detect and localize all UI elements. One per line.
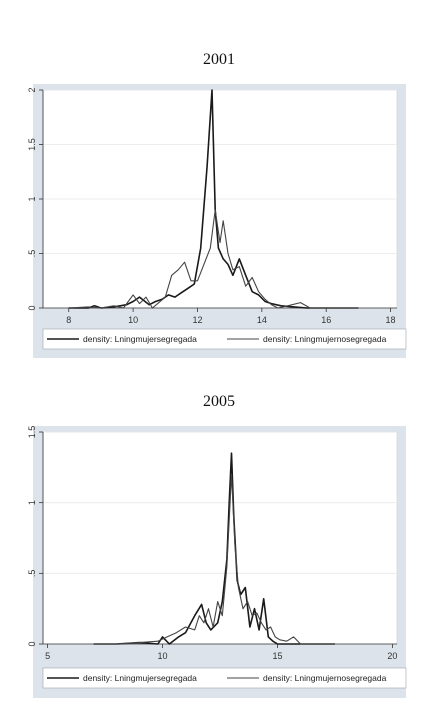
- x-tick-label: 10: [128, 315, 138, 325]
- series-line-1: [68, 89, 359, 309]
- y-tick-label: 2: [27, 87, 37, 92]
- density-chart-2001: 0 .5 1 1.5 2 8 10 12 14 16 18 density: Lningmujerse…: [27, 84, 407, 358]
- x-tick-label: 8: [66, 315, 71, 325]
- legend-box: [42, 328, 407, 350]
- series-line-2: [68, 209, 359, 309]
- x-tick-label: 5: [45, 651, 50, 661]
- x-tick-label: 18: [386, 315, 396, 325]
- y-tick-label: 1: [27, 196, 37, 201]
- x-tick-label: 12: [192, 315, 202, 325]
- series-line-1: [93, 452, 335, 645]
- x-tick-label: 16: [321, 315, 331, 325]
- legend-label-1: density: Lningmujersegregada: [83, 673, 197, 683]
- y-tick-label: .5: [27, 250, 37, 258]
- y-tick-label: .5: [27, 570, 37, 578]
- x-tick-label: 14: [257, 315, 267, 325]
- y-tick-label: 0: [27, 641, 37, 646]
- legend-box: [42, 667, 407, 689]
- density-chart-2005: 0 .5 1 1.5 5 10 15 20 density: Lningmujersegrega…: [27, 426, 407, 698]
- x-tick-label: 15: [272, 651, 282, 661]
- legend-label-1: density: Lningmujersegregada: [83, 334, 197, 344]
- legend-label-2: density: Lningmujernosegregada: [263, 334, 387, 344]
- chart-title-2005: 2005: [203, 393, 235, 410]
- legend-label-2: density: Lningmujernosegregada: [263, 673, 387, 683]
- x-tick-label: 10: [158, 651, 168, 661]
- x-tick-label: 20: [387, 651, 397, 661]
- y-tick-label: 1.5: [27, 426, 37, 439]
- y-tick-label: 1: [27, 500, 37, 505]
- chart-title-2001: 2001: [203, 51, 235, 68]
- y-tick-label: 0: [27, 305, 37, 310]
- series-line-2: [93, 473, 335, 645]
- y-tick-label: 1.5: [27, 138, 37, 151]
